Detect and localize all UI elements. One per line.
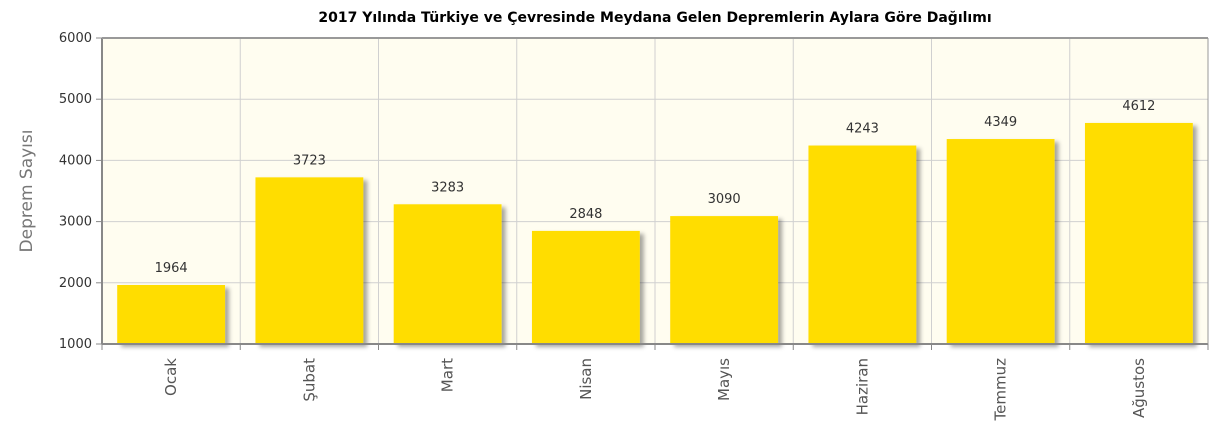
- data-label: 3283: [431, 180, 464, 195]
- x-tick-label: Mart: [439, 358, 457, 392]
- y-tick-label: 3000: [59, 215, 92, 230]
- y-tick-label: 6000: [59, 31, 92, 46]
- axes: 1000 2000 3000 4000 5000 6000 Ocak Şubat Mart Nis…: [59, 31, 1209, 422]
- y-tick-label: 4000: [59, 153, 92, 168]
- bar-6[interactable]: [808, 145, 917, 344]
- chart-title: 2017 Yılında Türkiye ve Çevresinde Meyda…: [318, 10, 991, 26]
- x-tick-label: Mayıs: [715, 358, 733, 401]
- x-tick-label: Ocak: [162, 358, 180, 396]
- bars: 1964 3723 3283 2848 3090 4243 4349 4612: [117, 99, 1193, 344]
- y-tick-label: 5000: [59, 92, 92, 107]
- y-tick-label: 1000: [59, 337, 92, 352]
- bar-7[interactable]: [946, 139, 1055, 344]
- x-tick-label: Nisan: [577, 358, 595, 400]
- data-label: 1964: [155, 261, 188, 276]
- x-tick-label: Ağustos: [1130, 358, 1148, 418]
- bar-4[interactable]: [531, 230, 640, 344]
- bar-8[interactable]: [1084, 122, 1193, 344]
- data-label: 3723: [293, 153, 326, 168]
- x-tick-label: Temmuz: [992, 358, 1010, 422]
- data-label: 2848: [569, 207, 602, 222]
- data-label: 4612: [1122, 99, 1155, 114]
- bar-1[interactable]: [117, 285, 226, 344]
- bar-2[interactable]: [255, 177, 364, 344]
- data-label: 3090: [708, 192, 741, 207]
- bar-3[interactable]: [393, 204, 502, 344]
- x-tick-label: Şubat: [300, 358, 318, 402]
- y-axis-label: Deprem Sayısı: [17, 130, 37, 253]
- bar-5[interactable]: [670, 216, 779, 344]
- x-tick-label: Haziran: [853, 358, 871, 415]
- y-tick-label: 2000: [59, 276, 92, 291]
- data-label: 4243: [846, 122, 879, 137]
- data-label: 4349: [984, 115, 1017, 130]
